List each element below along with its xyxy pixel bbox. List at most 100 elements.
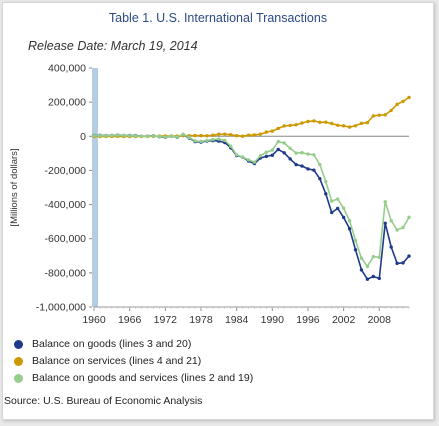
chart-card: Table 1. U.S. International Transactions… <box>2 2 434 420</box>
data-point-goods-services <box>300 151 304 155</box>
y-axis-band <box>92 68 98 307</box>
data-point-services <box>359 121 364 126</box>
data-point-goods-services <box>330 199 334 203</box>
data-point-services <box>228 132 233 137</box>
data-point-goods <box>383 221 387 225</box>
data-point-goods-services <box>294 151 298 155</box>
data-point-goods-services <box>145 134 150 138</box>
data-point-goods-services <box>139 134 144 138</box>
data-point-goods <box>264 154 269 159</box>
data-point-goods-services <box>175 135 179 139</box>
data-point-services <box>341 124 346 128</box>
data-point-goods <box>312 168 316 172</box>
data-point-services <box>377 113 381 117</box>
y-tick-label: -400,000 <box>45 199 87 211</box>
y-tick-label: 0 <box>80 131 86 143</box>
data-point-services <box>306 119 310 124</box>
data-point-goods <box>371 274 376 279</box>
data-point-services <box>383 113 387 117</box>
data-point-goods-services <box>217 137 221 141</box>
y-tick-label: 200,000 <box>48 97 86 109</box>
x-tick-label: 1978 <box>189 314 213 326</box>
data-point-services <box>318 120 322 124</box>
x-tick-label: 1990 <box>261 314 285 326</box>
series-line-goods-services <box>93 133 410 268</box>
data-point-goods-services <box>270 148 275 152</box>
data-point-services <box>258 132 263 136</box>
data-point-goods <box>282 151 286 155</box>
x-tick-label: 1996 <box>296 314 320 326</box>
data-point-services <box>395 102 399 107</box>
data-point-goods-services <box>276 139 280 144</box>
data-point-goods <box>347 227 352 231</box>
data-point-services <box>217 132 221 136</box>
legend-item-services[interactable]: Balance on services (lines 4 and 21) <box>14 353 253 370</box>
data-point-goods-services <box>335 197 340 201</box>
data-point-goods <box>341 215 346 220</box>
y-tick-label: -600,000 <box>45 233 87 245</box>
y-tick-label: -800,000 <box>45 267 87 279</box>
data-point-goods-services <box>395 228 399 232</box>
data-point-goods-services <box>371 255 376 259</box>
data-point-goods-services <box>104 134 108 138</box>
data-point-goods-services <box>324 179 328 184</box>
data-point-services <box>205 134 209 138</box>
data-point-goods-services <box>407 215 411 220</box>
data-point-services <box>294 123 298 127</box>
data-point-goods-services <box>205 138 209 143</box>
x-tick-label: 2008 <box>368 314 392 326</box>
data-point-goods-services <box>383 200 387 204</box>
data-point-goods-services <box>127 134 132 138</box>
data-point-services <box>401 99 405 104</box>
data-point-goods-services <box>282 141 286 145</box>
data-point-services <box>246 133 251 137</box>
data-point-goods <box>306 167 310 171</box>
data-point-goods-services <box>377 255 381 259</box>
data-point-goods <box>401 261 405 265</box>
y-tick-label: 400,000 <box>48 63 86 75</box>
data-point-goods-services <box>116 133 120 137</box>
data-point-goods-services <box>353 238 358 243</box>
x-tick-label: 2002 <box>332 314 356 326</box>
data-point-services <box>330 121 334 126</box>
data-point-goods-services <box>365 264 370 269</box>
legend-marker-goods-services <box>14 374 23 383</box>
y-axis-label: [Millions of dollars] <box>9 148 20 226</box>
data-point-goods-services <box>151 134 156 138</box>
data-point-services <box>199 133 203 138</box>
data-point-services <box>288 123 292 128</box>
data-point-goods-services <box>193 139 197 143</box>
data-point-services <box>211 133 215 137</box>
chart-title: Table 1. U.S. International Transactions <box>108 11 328 25</box>
data-point-services <box>324 120 328 124</box>
data-point-goods <box>353 248 358 252</box>
y-tick-label: -1,000,000 <box>36 302 86 314</box>
data-point-services <box>264 130 269 134</box>
data-point-goods <box>294 162 298 167</box>
data-point-goods <box>318 176 322 181</box>
data-point-services <box>389 108 393 113</box>
data-point-goods-services <box>359 256 364 260</box>
data-point-goods-services <box>312 153 316 157</box>
series-line-services <box>94 96 410 138</box>
data-point-goods-services <box>199 139 203 144</box>
data-point-goods-services <box>211 137 215 142</box>
data-point-goods-services <box>240 155 245 159</box>
data-point-goods-services <box>341 206 346 210</box>
legend-item-goods-services[interactable]: Balance on goods and services (lines 2 a… <box>14 370 253 387</box>
legend-label-goods-services: Balance on goods and services (lines 2 a… <box>32 372 254 384</box>
data-point-goods-services <box>306 152 310 156</box>
data-point-services <box>312 119 316 123</box>
legend-item-goods[interactable]: Balance on goods (lines 3 and 20) <box>14 336 253 353</box>
data-point-services <box>365 120 370 125</box>
data-point-goods <box>335 206 340 211</box>
data-point-services <box>276 126 280 131</box>
data-point-goods-services <box>223 138 227 143</box>
data-point-services <box>353 124 358 128</box>
data-point-services <box>282 124 286 128</box>
data-point-goods-services <box>169 134 173 138</box>
data-point-goods <box>389 245 393 249</box>
data-point-services <box>335 123 340 127</box>
data-point-goods-services <box>163 135 168 139</box>
data-point-goods <box>395 261 399 266</box>
